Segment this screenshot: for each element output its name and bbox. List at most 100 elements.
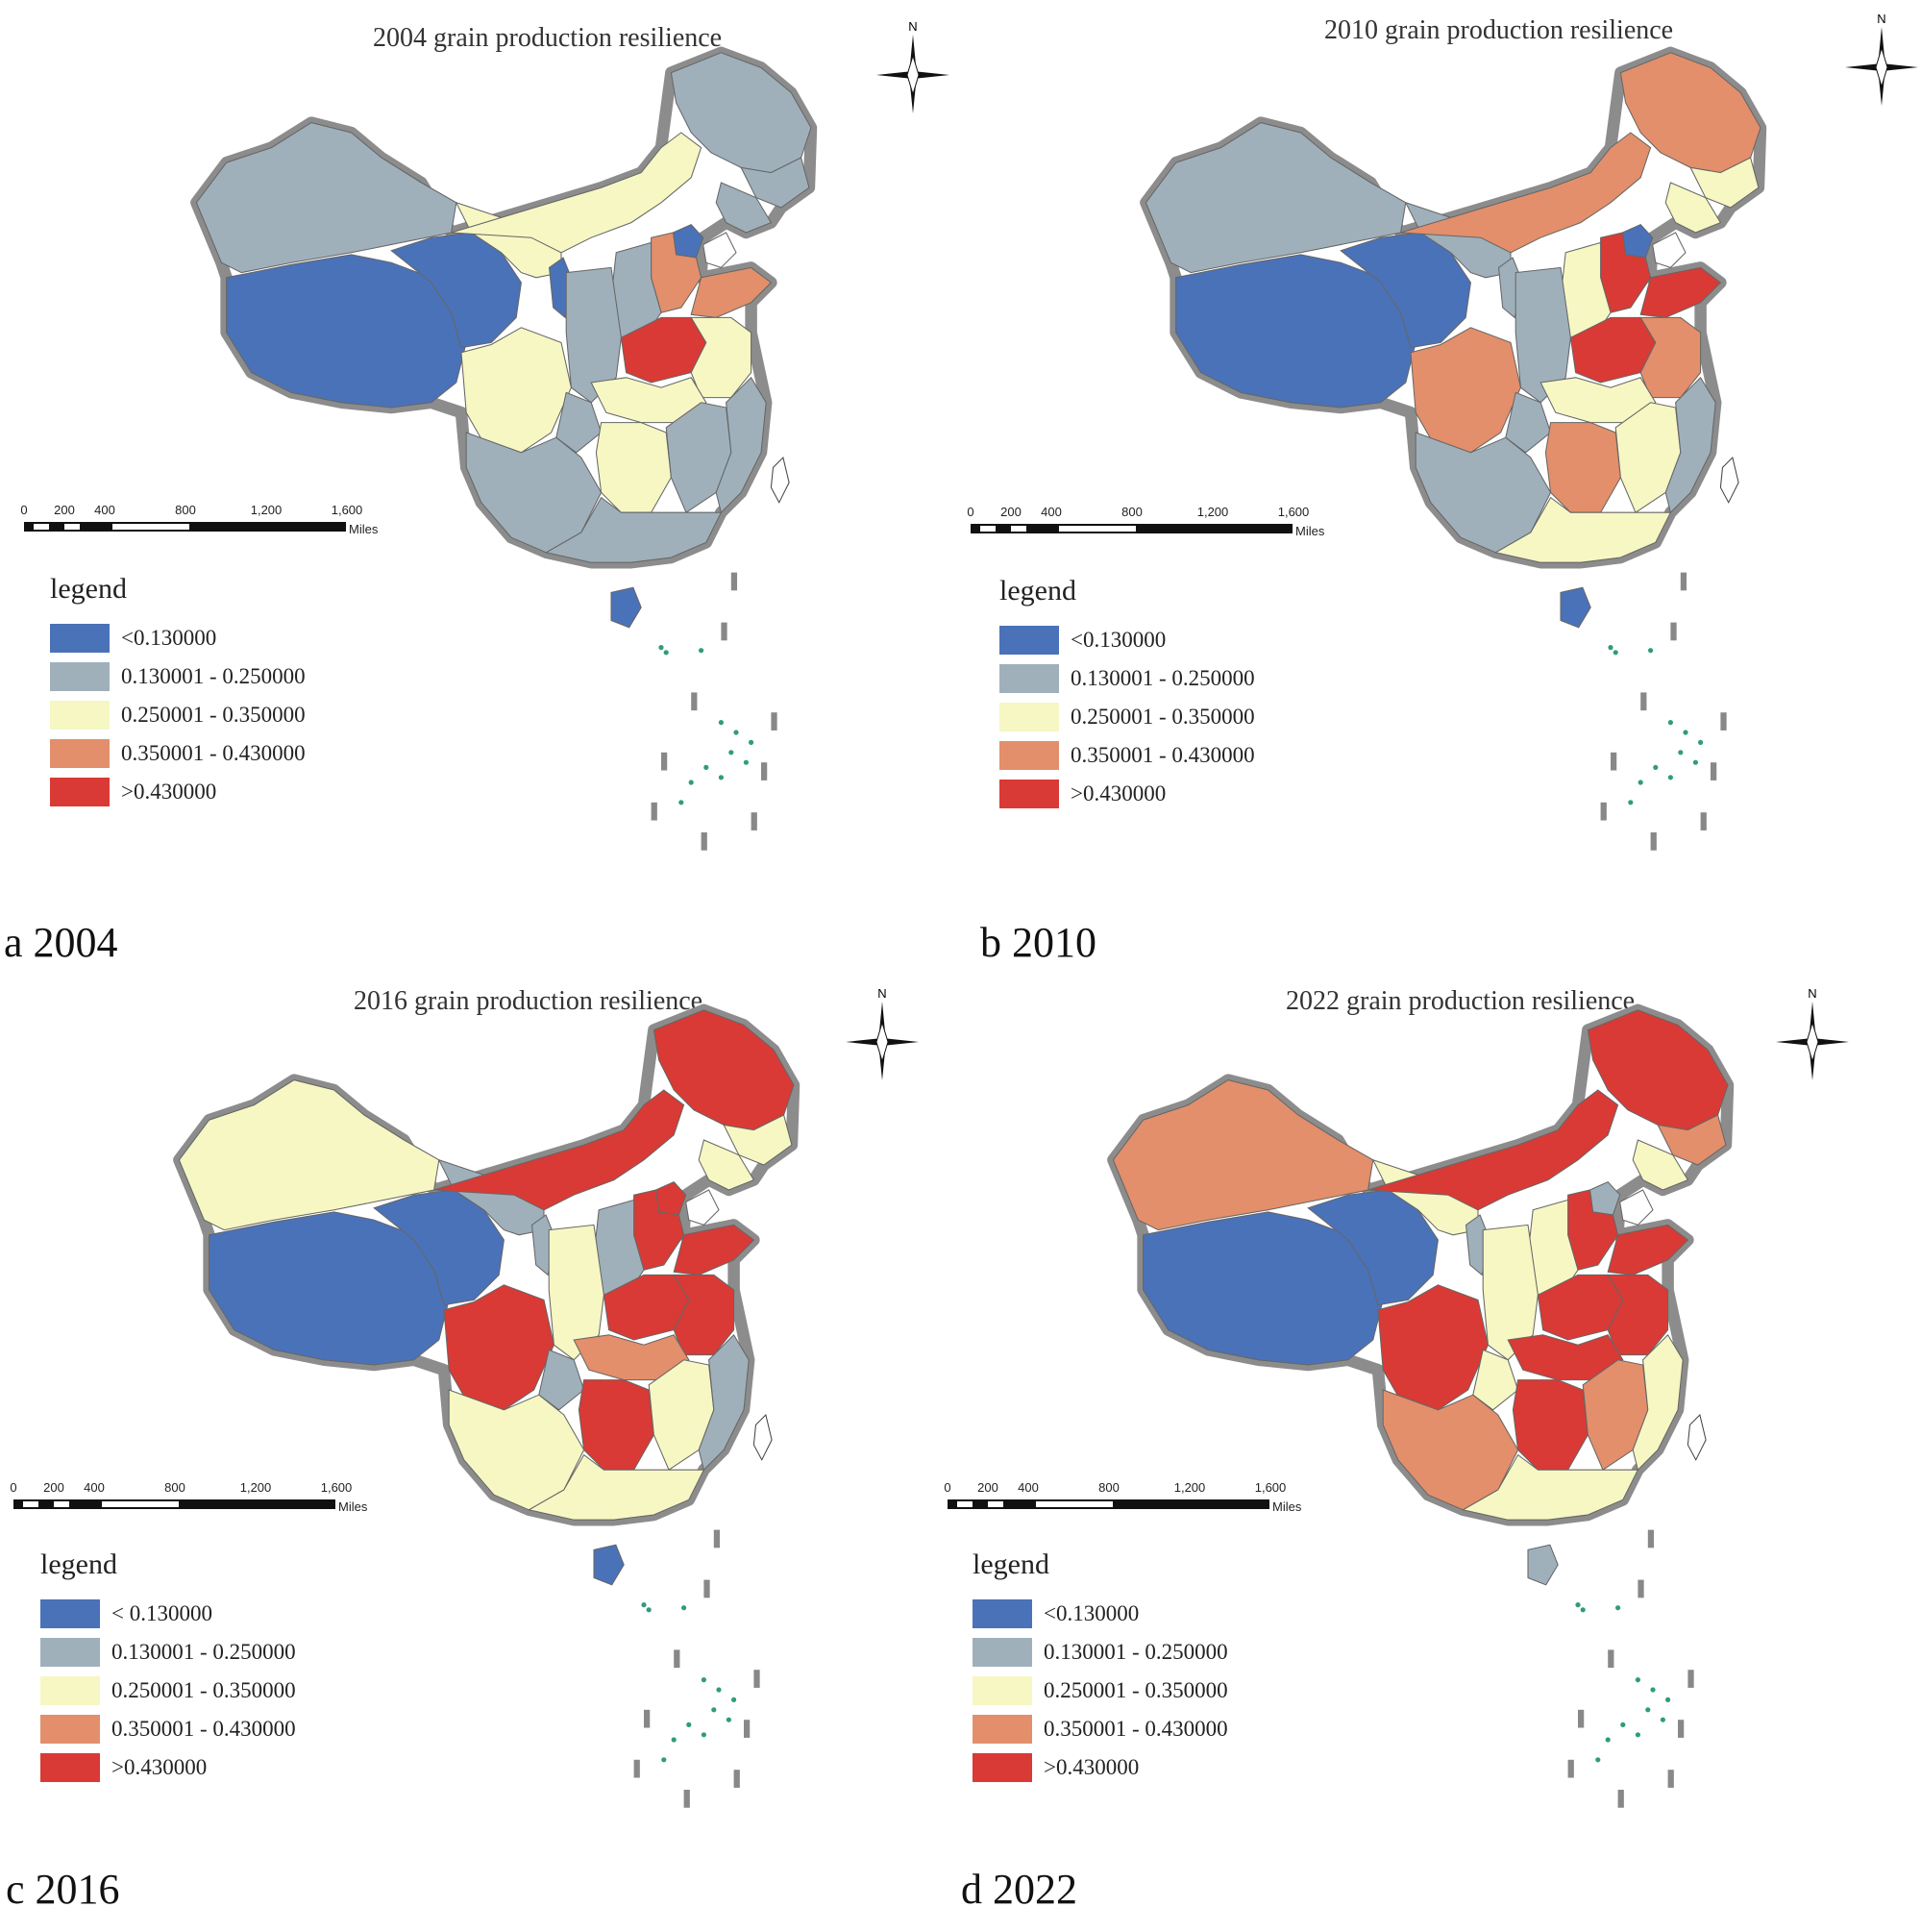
- legend-item: 0.130001 - 0.250000: [999, 659, 1326, 698]
- maritime-boundary-dash: [744, 1720, 751, 1738]
- maritime-boundary-dash: [674, 1649, 680, 1669]
- legend-swatch: [973, 1753, 1032, 1782]
- island-dot: [646, 1607, 652, 1613]
- region-hunan: [595, 422, 672, 513]
- region-hainan: [1560, 586, 1591, 629]
- region-shandong: [1639, 266, 1722, 318]
- maritime-boundary-dash: [683, 1790, 690, 1808]
- island-dot: [1667, 775, 1673, 780]
- scale-tick: 1,200: [250, 503, 283, 517]
- legend-swatch: [999, 703, 1059, 731]
- legend-item: 0.250001 - 0.350000: [973, 1672, 1299, 1710]
- compass-north-label: N: [1808, 986, 1816, 1001]
- legend-item: 0.250001 - 0.350000: [999, 698, 1326, 736]
- scale-tick: 800: [164, 1480, 185, 1495]
- scale-tick: 200: [54, 503, 75, 517]
- legend-swatch: [999, 780, 1059, 808]
- north-arrow-icon: N: [1845, 12, 1918, 106]
- region-shandong: [673, 1224, 755, 1276]
- maritime-boundary-dash: [751, 812, 757, 830]
- bohai-sea: [702, 232, 737, 268]
- maritime-boundary-dash: [703, 1579, 710, 1598]
- legend-label: < 0.130000: [111, 1601, 212, 1625]
- island-dot: [1667, 720, 1673, 726]
- scale-tick: 400: [84, 1480, 105, 1495]
- region-fujian_zhejiang: [1664, 376, 1716, 514]
- maritime-boundary-dash: [1687, 1670, 1694, 1688]
- island-dot: [1608, 645, 1613, 651]
- maritime-boundary-dash: [1638, 1579, 1644, 1598]
- island-dot: [688, 780, 694, 785]
- region-hainan: [1527, 1544, 1559, 1586]
- scale-bar-graphic: [24, 522, 346, 532]
- region-ne_south: [1632, 1139, 1689, 1191]
- region-north_strip: [451, 132, 702, 254]
- scale-tick: 400: [94, 503, 115, 517]
- scale-tick: 1,600: [1254, 1480, 1287, 1495]
- island-dot: [1698, 739, 1704, 745]
- island-dot: [1628, 800, 1634, 805]
- region-shandong: [690, 266, 773, 318]
- region-tibet: [209, 1211, 450, 1366]
- scale-tick: 1,600: [1277, 505, 1310, 519]
- legend-label: 0.350001 - 0.430000: [111, 1717, 296, 1741]
- map-panel-c: 2016 grain production resilience N 0 200…: [0, 980, 961, 1932]
- legend-swatch: [50, 662, 110, 691]
- region-jiangsu_anhui: [1639, 316, 1702, 399]
- maritime-boundary-dash: [661, 752, 668, 771]
- island-dot: [1678, 750, 1684, 755]
- region-jiangsu_anhui: [690, 316, 752, 399]
- maritime-boundary-dash: [1647, 1529, 1655, 1548]
- island-dot: [731, 1697, 737, 1702]
- legend-swatch: [50, 701, 110, 730]
- maritime-boundary-dash: [644, 1709, 651, 1728]
- scale-tick: 1,600: [331, 503, 363, 517]
- legend-label: 0.130001 - 0.250000: [1071, 666, 1255, 690]
- maritime-boundary-dash: [753, 1670, 760, 1688]
- scale-tick: 0: [944, 1480, 951, 1495]
- scale-tick: 1,200: [239, 1480, 272, 1495]
- compass-north-label: N: [877, 986, 886, 1001]
- scale-tick: 1,200: [1173, 1480, 1206, 1495]
- island-dot: [1683, 730, 1688, 735]
- china-choropleth-map: [1140, 46, 1767, 851]
- island-dot: [703, 764, 709, 770]
- taiwan: [1687, 1413, 1707, 1461]
- island-dot: [1635, 1732, 1640, 1738]
- legend-item: >0.430000: [999, 775, 1326, 813]
- maritime-boundary-dash: [1567, 1759, 1574, 1778]
- island-dot: [1650, 1687, 1656, 1693]
- scale-tick: 200: [43, 1480, 64, 1495]
- legend-label: 0.350001 - 0.430000: [1044, 1717, 1228, 1741]
- scale-bar: 0 200 400 800 1,200 1,600 Miles: [20, 503, 378, 541]
- region-guangdong_guangxi: [1493, 496, 1672, 563]
- legend-label: 0.350001 - 0.430000: [121, 741, 306, 765]
- region-ne_south: [698, 1139, 755, 1191]
- legend-title: legend: [973, 1548, 1049, 1580]
- scale-tick: 0: [20, 503, 28, 517]
- region-qinghai: [1307, 1189, 1439, 1306]
- legend-label: <0.130000: [121, 626, 217, 650]
- legend: legend < 0.130000 0.130001 - 0.250000 0.…: [40, 1548, 367, 1787]
- island-dot: [671, 1737, 677, 1743]
- region-hainan: [593, 1544, 625, 1586]
- legend-item: >0.430000: [50, 773, 377, 811]
- scale-bar-graphic: [948, 1499, 1269, 1509]
- legend-label: >0.430000: [111, 1755, 208, 1779]
- legend: legend <0.130000 0.130001 - 0.250000 0.2…: [999, 575, 1326, 813]
- island-dot: [1605, 1737, 1611, 1743]
- scale-tick: 0: [10, 1480, 17, 1495]
- region-tibet: [1143, 1211, 1384, 1366]
- region-tibet: [226, 254, 467, 409]
- legend-item: 0.350001 - 0.430000: [973, 1710, 1299, 1748]
- maritime-boundary-dash: [1667, 1770, 1674, 1788]
- region-north_strip: [1400, 132, 1652, 254]
- legend-swatch: [999, 664, 1059, 693]
- north-arrow-icon: N: [876, 19, 949, 113]
- region-hubei: [590, 377, 707, 424]
- panel-caption: b 2010: [980, 919, 1096, 966]
- legend-item: 0.250001 - 0.350000: [50, 696, 377, 734]
- china-choropleth-map: [1107, 1003, 1735, 1808]
- legend-label: 0.350001 - 0.430000: [1071, 743, 1255, 767]
- island-dot: [1595, 1757, 1601, 1763]
